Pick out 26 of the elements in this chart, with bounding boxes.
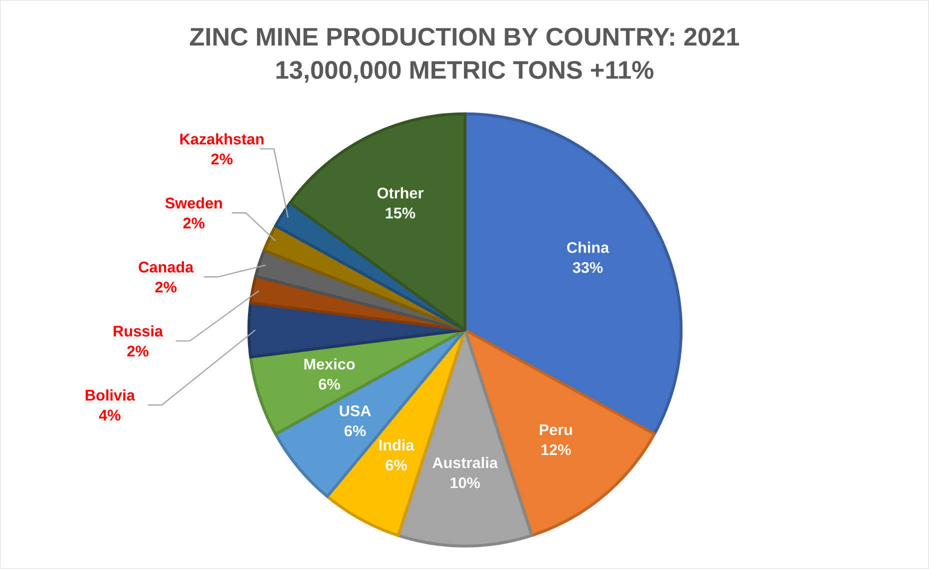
data-label: 2%	[127, 346, 149, 357]
slice-label: Canada	[138, 261, 194, 273]
slice-label: USA	[340, 406, 371, 416]
chart-title: ZINC MINE PRODUCTION BY COUNTRY: 2021	[190, 28, 740, 46]
slice-label: Bolivia	[86, 389, 136, 401]
data-label: 6%	[386, 460, 407, 471]
data-label: 15%	[386, 208, 416, 219]
slice-label: Sweden	[165, 197, 222, 209]
data-label: 2%	[183, 218, 205, 229]
slice-label: Australia	[432, 457, 498, 468]
data-label: 6%	[318, 378, 340, 390]
data-label: 2%	[155, 282, 177, 293]
slice-label: India	[379, 439, 414, 451]
slice-label: Otrher	[377, 187, 424, 199]
data-label: 4%	[98, 410, 120, 421]
slice-label: Peru	[540, 424, 572, 436]
slice-label: Russia	[114, 325, 164, 337]
data-label: 10%	[450, 477, 480, 488]
slice-label: China	[567, 242, 610, 254]
data-label: 2%	[211, 154, 233, 165]
data-label: 6%	[344, 426, 366, 436]
data-label: 33%	[572, 262, 603, 274]
chart-subtitle: 13,000,000 METRIC TONS +11%	[276, 61, 654, 83]
slice-label: Kazakhstan	[180, 133, 264, 145]
data-label: 12%	[542, 444, 571, 456]
slice-label: Mexico	[304, 358, 355, 370]
